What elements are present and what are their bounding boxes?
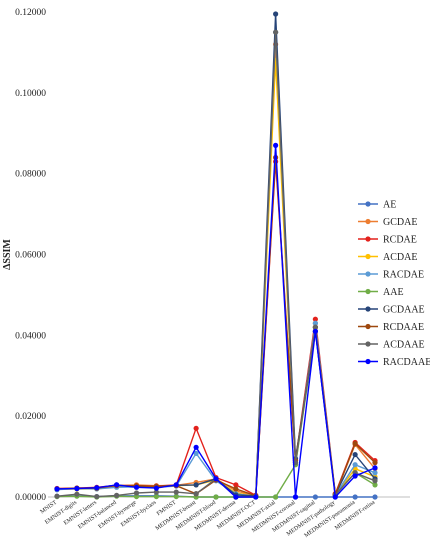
legend-item: RCDAE — [358, 235, 417, 246]
data-point — [114, 482, 120, 488]
legend-label: RACDAAE — [383, 357, 430, 368]
data-point — [352, 473, 358, 479]
legend-marker — [365, 236, 371, 242]
data-point — [352, 451, 358, 458]
data-point — [273, 29, 279, 35]
legend-label: ACDAE — [383, 252, 417, 263]
legend-item: RCDAAE — [358, 322, 424, 333]
data-point — [372, 470, 378, 476]
legend-marker — [365, 253, 371, 260]
series-racdaae — [54, 142, 378, 500]
y-tick-label: 0.04000 — [15, 331, 46, 341]
legend-marker — [365, 341, 371, 347]
legend-label: AE — [383, 200, 396, 211]
data-point — [372, 465, 378, 471]
y-tick-label: 0.10000 — [15, 89, 46, 99]
data-point — [133, 484, 140, 490]
data-point — [133, 490, 140, 496]
legend-label: RCDAAE — [383, 322, 424, 333]
data-point — [173, 489, 179, 495]
data-point — [213, 494, 219, 500]
legend-label: RCDAE — [383, 235, 417, 246]
legend-marker — [365, 218, 371, 225]
legend-marker — [365, 323, 371, 330]
data-point — [54, 486, 60, 492]
data-point — [273, 142, 279, 148]
data-point — [94, 493, 100, 500]
data-point — [54, 493, 60, 499]
data-point — [312, 494, 318, 500]
legend-item: ACDAAE — [358, 340, 425, 351]
data-point — [312, 328, 318, 334]
data-point — [193, 482, 199, 488]
legend-marker — [365, 288, 371, 295]
legend-label: AAE — [383, 287, 404, 298]
data-point — [292, 494, 299, 500]
legend-item: GCDAAE — [358, 305, 425, 316]
data-point — [372, 482, 378, 488]
data-point — [372, 478, 378, 484]
y-tick-label: 0.02000 — [15, 412, 46, 422]
data-point — [372, 494, 378, 500]
legend-marker — [365, 201, 371, 207]
data-point — [74, 485, 80, 492]
data-point — [312, 324, 318, 330]
data-point — [312, 320, 318, 326]
data-point — [312, 316, 318, 322]
data-point — [352, 494, 358, 500]
legend-marker — [365, 271, 371, 277]
data-point — [233, 486, 239, 492]
data-point — [233, 494, 239, 500]
data-point — [173, 482, 179, 488]
legend-label: GCDAAE — [383, 305, 425, 316]
data-point — [273, 494, 279, 500]
legend-item: AAE — [358, 287, 404, 298]
data-point — [193, 491, 199, 497]
data-point — [133, 493, 140, 500]
data-point — [193, 444, 199, 450]
data-point — [332, 494, 338, 500]
y-axis: 0.00000 0.02000 0.04000 0.06000 0.08000 0.100… — [15, 8, 46, 503]
data-point — [173, 493, 179, 500]
legend-label: ACDAAE — [383, 340, 425, 351]
data-point — [273, 11, 279, 17]
data-point — [74, 491, 80, 497]
data-point — [213, 476, 219, 482]
y-tick-label: 0.00000 — [15, 493, 46, 503]
data-point — [253, 494, 259, 500]
y-tick-label: 0.08000 — [15, 170, 46, 180]
data-point — [352, 441, 358, 447]
legend-item: RACDAAE — [358, 357, 430, 368]
data-point — [193, 425, 199, 431]
legend-item: ACDAE — [358, 252, 417, 263]
data-point — [94, 485, 100, 491]
data-point — [153, 493, 159, 500]
data-point — [193, 450, 199, 456]
data-point — [114, 492, 120, 498]
data-point — [153, 489, 159, 495]
data-point — [372, 460, 378, 466]
y-tick-label: 0.06000 — [15, 251, 46, 261]
data-point — [153, 485, 159, 491]
data-point — [233, 482, 239, 488]
legend-label: GCDAE — [383, 217, 417, 228]
y-tick-label: 0.12000 — [15, 8, 46, 18]
legend-marker — [365, 358, 371, 365]
legend-item: RACDAE — [358, 270, 424, 281]
data-point — [352, 462, 358, 468]
legend-item: GCDAE — [358, 217, 417, 228]
legend: AE GCDAE RCDAE ACDAE RACDAE AAE GCDAAE RCDAAE AC… — [358, 200, 430, 368]
y-axis-label: ΔSSIM — [2, 239, 13, 270]
legend-item: AE — [358, 200, 396, 211]
legend-label: RACDAE — [383, 270, 424, 281]
legend-marker — [365, 306, 371, 312]
series-layer — [54, 11, 378, 500]
